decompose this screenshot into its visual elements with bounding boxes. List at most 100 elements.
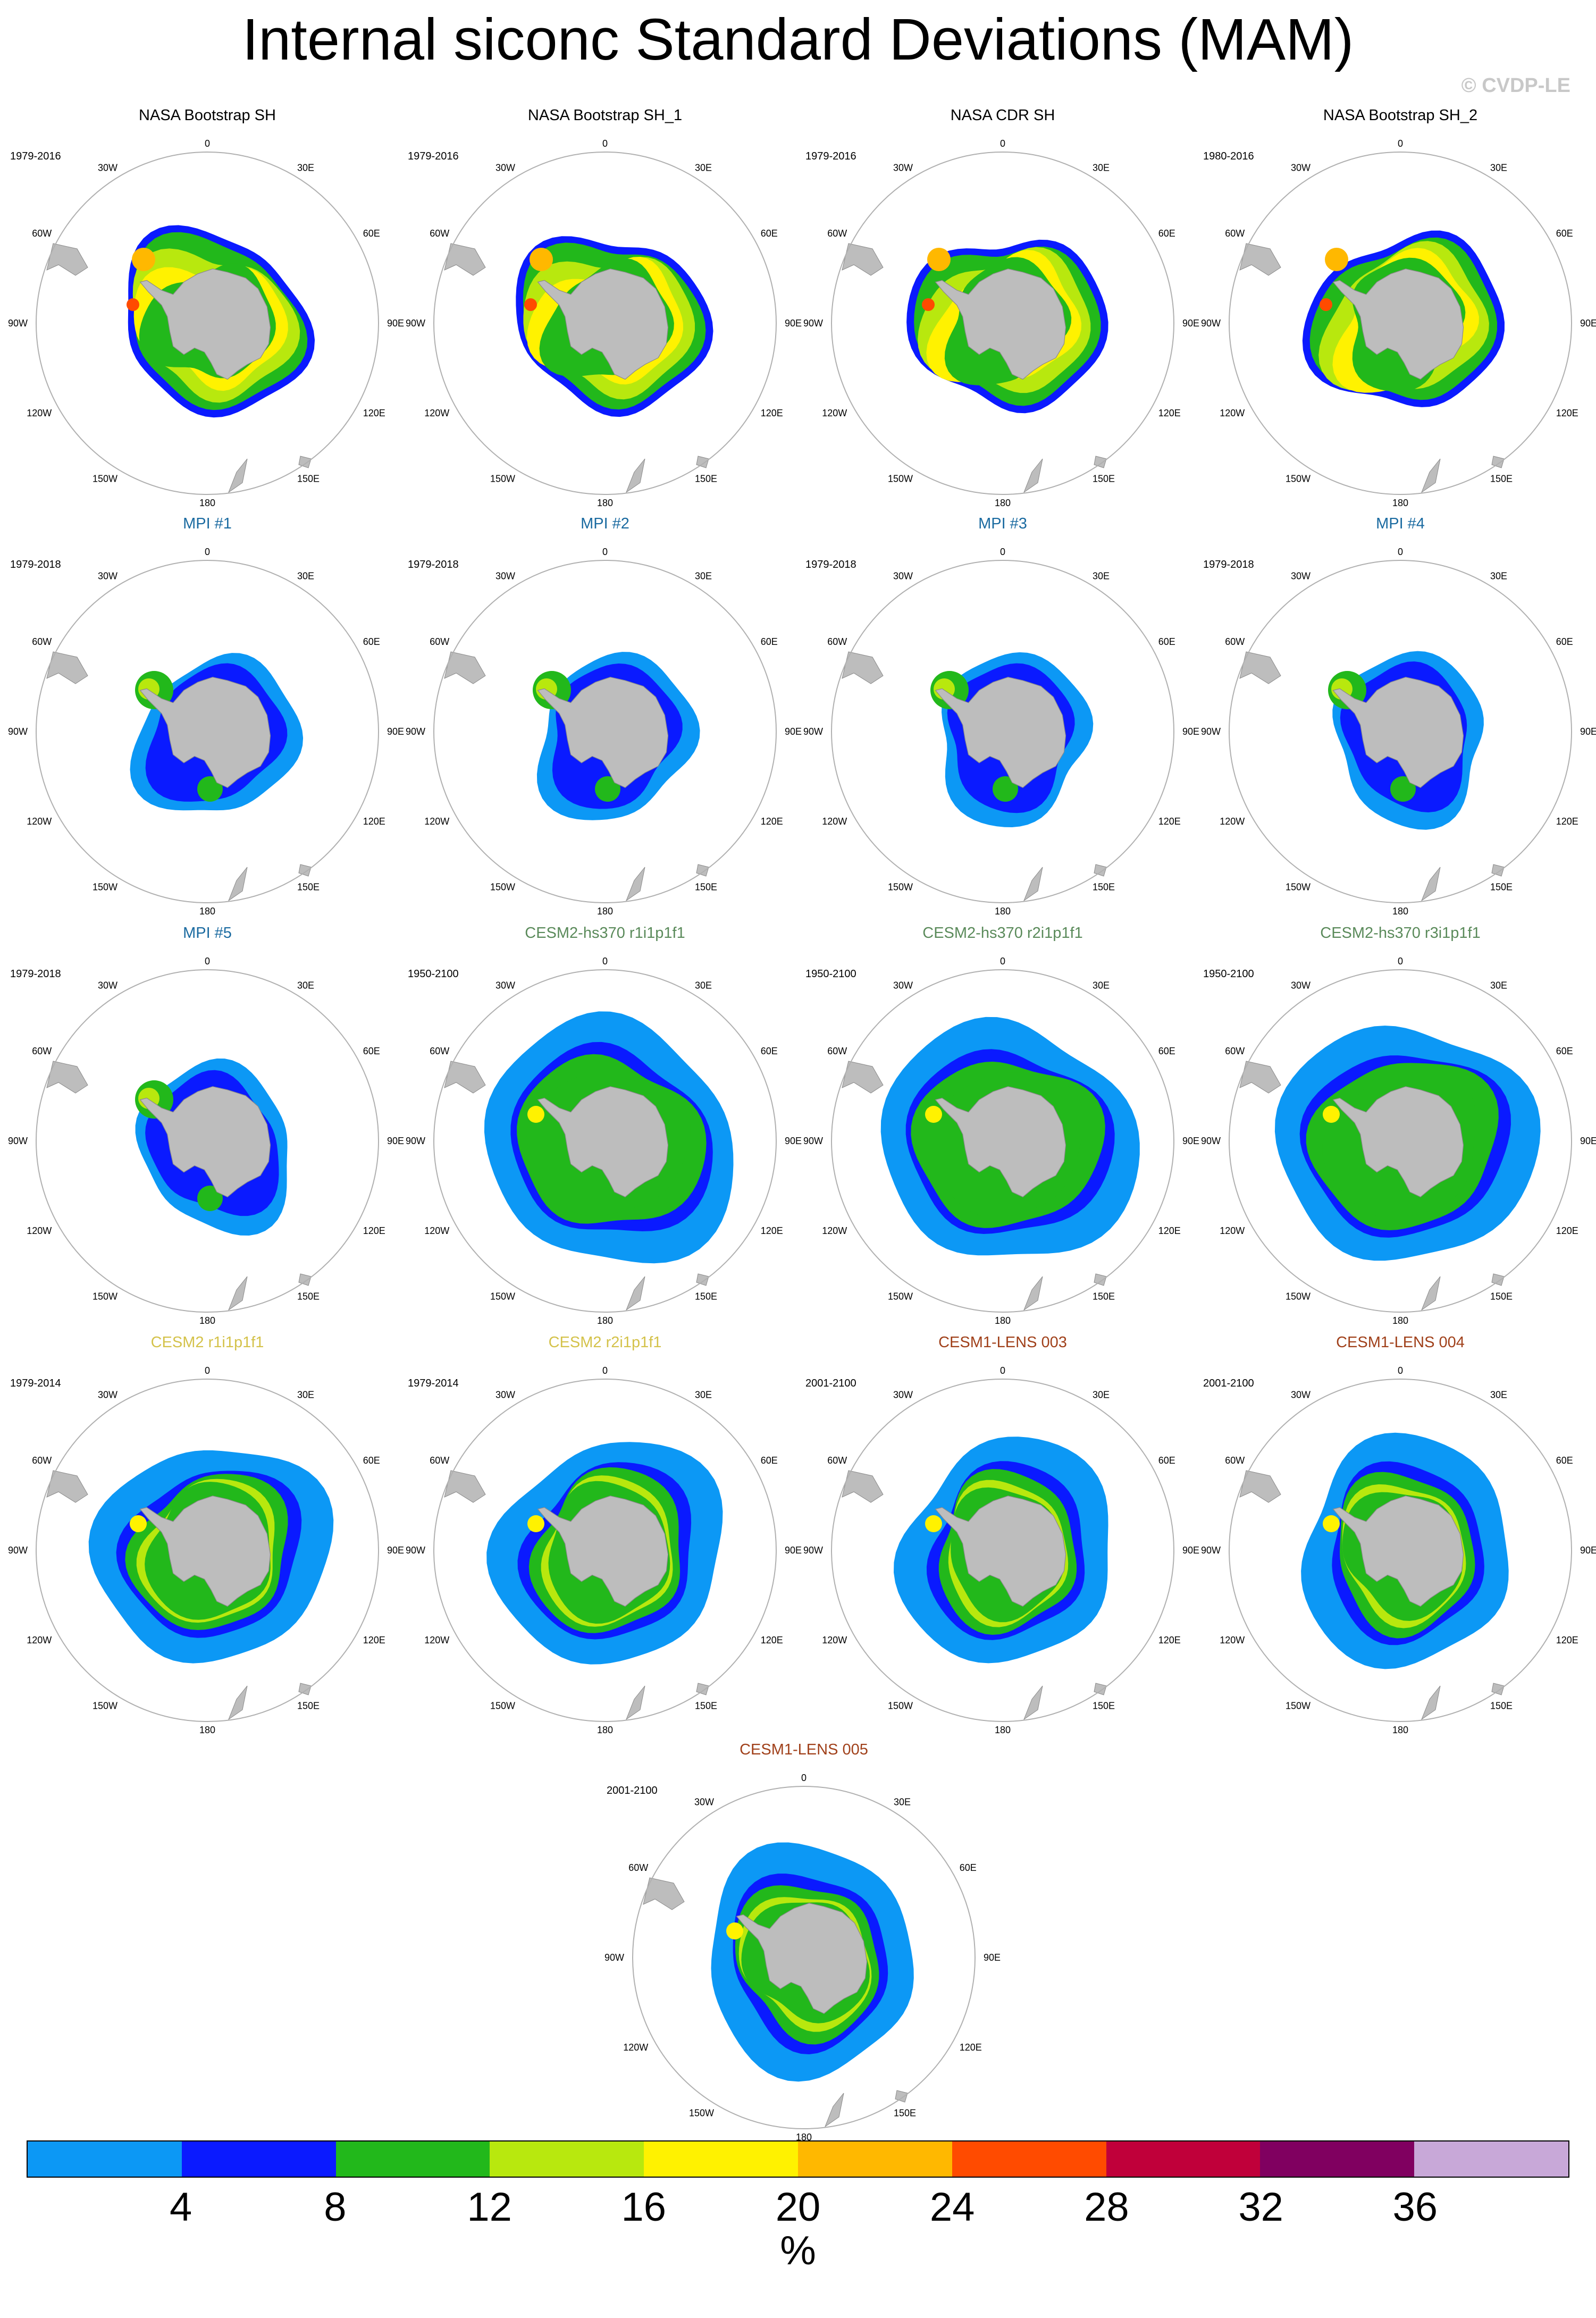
longitude-label: 30W [893,1389,913,1400]
longitude-label: 180 [1392,498,1408,508]
colorbar-segment [181,2141,336,2177]
map-panel: 0 30E 60E 90E 120E 150E 180 150W 120W 90W 60W 30W NA… [406,106,804,510]
longitude-label: 120W [27,1225,52,1236]
longitude-label: 150W [93,474,117,484]
longitude-label: 180 [995,1725,1011,1735]
longitude-label: 150W [1286,474,1311,484]
map-panel: 0 30E 60E 90E 120E 150E 180 150W 120W 90W 60W 30W NA… [1201,106,1596,510]
longitude-label: 90E [1182,726,1199,737]
panel-period: 1979-2018 [10,559,61,570]
panel-title: CESM2-hs370 r2i1p1f1 [922,925,1083,942]
longitude-label: 60W [827,228,847,239]
longitude-label: 30E [297,980,314,990]
longitude-label: 60W [32,228,52,239]
longitude-label: 180 [597,1725,613,1735]
panel-period: 1979-2014 [408,1378,459,1389]
longitude-label: 90W [1201,1545,1221,1556]
longitude-label: 120W [822,1225,847,1236]
colorbar-segment [28,2141,182,2177]
longitude-label: 90E [1182,1136,1199,1146]
longitude-label: 90W [8,1136,28,1146]
longitude-label: 30W [495,570,515,581]
polar-map: 0 30E 60E 90E 120E 150E 180 150W 120W 90W 60W 30W [8,956,404,1326]
longitude-label: 120E [1556,1635,1578,1645]
longitude-label: 90W [8,318,28,329]
longitude-label: 60E [363,636,380,647]
map-panel: 0 30E 60E 90E 120E 150E 180 150W 120W 90W 60W 30W NA… [803,106,1202,510]
panel-period: 2001-2100 [607,1785,658,1796]
colorbar-tick-label: 36 [1392,2185,1438,2230]
longitude-label: 0 [1398,138,1403,149]
longitude-label: 60E [1158,636,1175,647]
longitude-label: 0 [1000,547,1005,557]
map-panel: 0 30E 60E 90E 120E 150E 180 150W 120W 90W 60W 30W NA… [8,106,407,510]
longitude-label: 90W [1201,318,1221,329]
longitude-label: 90W [406,1545,425,1556]
longitude-label: 90E [387,318,404,329]
map-panel: 0 30E 60E 90E 120E 150E 180 150W 120W 90W 60W 30W CE… [406,1333,804,1737]
polar-map: 0 30E 60E 90E 120E 150E 180 150W 120W 90W 60W 30W [8,547,404,917]
page-title: Internal siconc Standard Deviations (MAM… [242,7,1354,72]
longitude-label: 60W [32,1046,52,1056]
longitude-label: 150E [1490,474,1513,484]
longitude-label: 30E [1093,162,1110,173]
longitude-label: 150E [1093,1701,1115,1711]
panel-title: MPI #2 [581,515,629,532]
longitude-label: 180 [796,2132,812,2143]
panel-title: MPI #4 [1376,515,1425,532]
longitude-label: 120W [27,816,52,827]
longitude-label: 150W [93,882,117,893]
longitude-label: 60E [1158,228,1175,239]
longitude-label: 90W [406,1136,425,1146]
longitude-label: 120W [1220,1635,1245,1645]
panel-title: MPI #1 [183,515,232,532]
longitude-label: 90E [1580,1136,1596,1146]
longitude-label: 60E [761,636,778,647]
longitude-label: 150W [888,1291,913,1302]
panel-title: NASA Bootstrap SH_2 [1323,107,1478,124]
map-panel: 0 30E 60E 90E 120E 150E 180 150W 120W 90W 60W 30W CE… [803,1333,1202,1737]
longitude-label: 180 [597,906,613,917]
longitude-label: 90W [803,1545,823,1556]
map-panel: 0 30E 60E 90E 120E 150E 180 150W 120W 90W 60W 30W MP… [8,515,407,919]
longitude-label: 120E [1158,816,1181,827]
panel-period: 1979-2018 [10,968,61,980]
panel-period: 1979-2016 [805,150,856,162]
polar-map: 0 30E 60E 90E 120E 150E 180 150W 120W 90W 60W 30W [406,956,802,1326]
longitude-label: 120W [424,408,449,418]
longitude-label: 180 [1392,906,1408,917]
longitude-label: 30W [495,1389,515,1400]
longitude-label: 0 [1398,1365,1403,1376]
polar-map: 0 30E 60E 90E 120E 150E 180 150W 120W 90W 60W 30W [8,1365,404,1735]
longitude-label: 30E [1093,570,1110,581]
longitude-label: 150E [1093,474,1115,484]
longitude-label: 0 [602,547,608,557]
map-panel: 0 30E 60E 90E 120E 150E 180 150W 120W 90W 60W 30W CE… [604,1741,1003,2145]
polar-map: 0 30E 60E 90E 120E 150E 180 150W 120W 90W 60W 30W [1201,1365,1596,1735]
longitude-label: 0 [602,138,608,149]
longitude-label: 30W [98,162,117,173]
longitude-label: 30E [1490,162,1507,173]
longitude-label: 30W [893,162,913,173]
longitude-label: 0 [602,956,608,967]
polar-map: 0 30E 60E 90E 120E 150E 180 150W 120W 90W 60W 30W [406,1365,802,1735]
longitude-label: 60E [1556,636,1573,647]
longitude-label: 150W [490,474,515,484]
longitude-label: 150W [689,2108,714,2119]
watermark: © CVDP-LE [1461,74,1570,97]
longitude-label: 150W [1286,1291,1311,1302]
longitude-label: 30W [1291,1389,1311,1400]
longitude-label: 30W [1291,570,1311,581]
longitude-label: 60E [1556,1455,1573,1466]
longitude-label: 150E [894,2108,916,2119]
longitude-label: 60E [1556,228,1573,239]
longitude-label: 30W [694,1796,714,1807]
longitude-label: 150E [297,1701,320,1711]
longitude-label: 120E [1556,1225,1578,1236]
longitude-label: 150E [1490,882,1513,893]
longitude-label: 30E [297,1389,314,1400]
longitude-label: 120W [27,1635,52,1645]
longitude-label: 150E [1490,1701,1513,1711]
panel-period: 1979-2018 [1203,559,1254,570]
longitude-label: 30W [1291,980,1311,990]
